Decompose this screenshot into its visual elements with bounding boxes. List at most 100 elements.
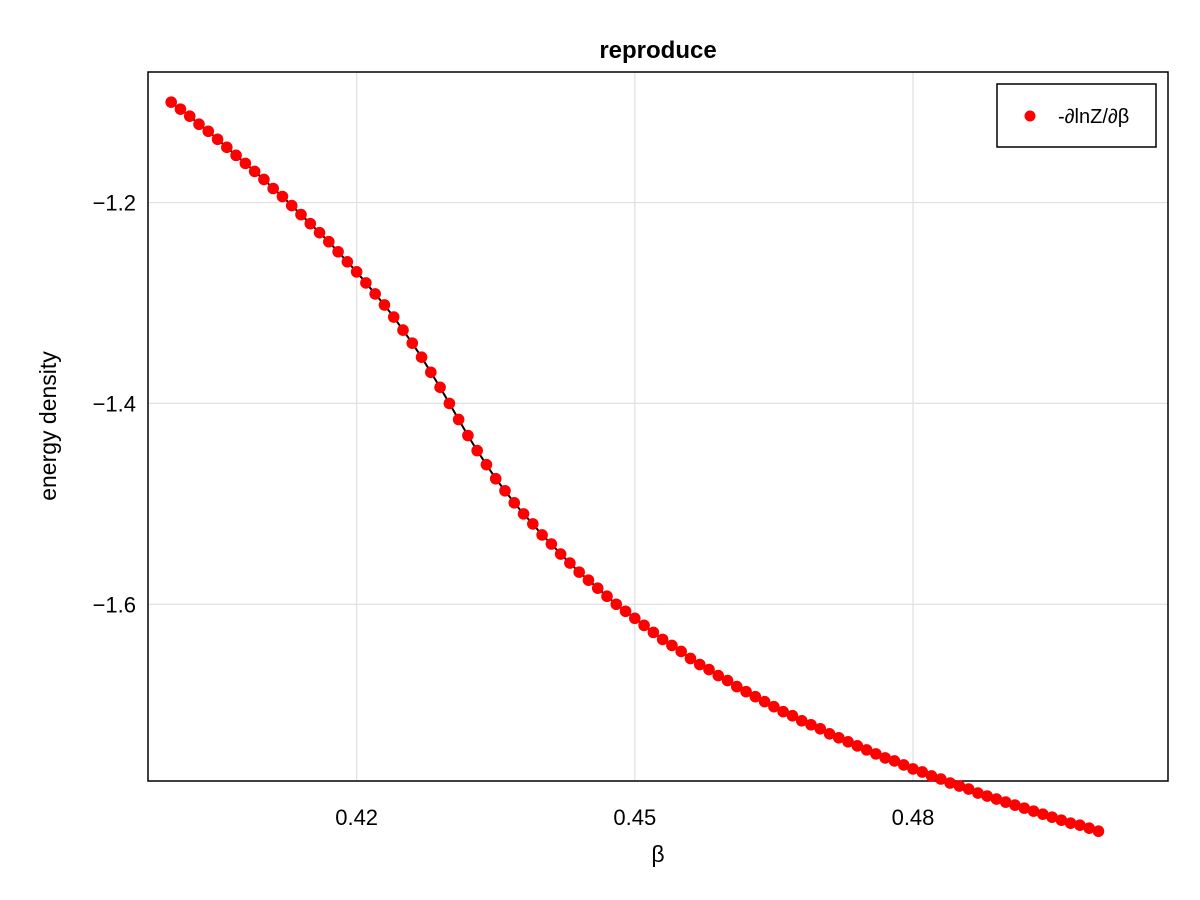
data-point xyxy=(1009,799,1021,811)
y-tick-label: −1.2 xyxy=(93,191,136,216)
data-point xyxy=(972,787,984,799)
data-point xyxy=(1037,808,1049,820)
data-point xyxy=(202,125,215,138)
grid-lines xyxy=(148,72,1168,781)
data-point xyxy=(332,245,344,258)
data-point xyxy=(360,277,372,289)
data-point xyxy=(693,658,706,671)
data-point xyxy=(1027,805,1040,817)
data-point xyxy=(842,736,854,748)
data-point xyxy=(499,484,511,497)
data-point xyxy=(731,680,743,693)
data-point xyxy=(795,714,808,727)
data-point xyxy=(1074,819,1086,831)
data-point xyxy=(610,598,623,611)
data-point xyxy=(406,337,419,349)
data-point xyxy=(897,759,910,771)
data-point xyxy=(935,773,947,785)
series-layer xyxy=(165,96,1105,838)
data-point xyxy=(285,199,298,212)
data-point xyxy=(777,705,789,718)
y-axis-label: energy density xyxy=(35,351,61,501)
data-point xyxy=(1046,811,1058,823)
data-point xyxy=(916,766,929,778)
data-point xyxy=(434,381,446,394)
data-point xyxy=(619,605,632,618)
legend-marker xyxy=(1024,110,1036,122)
data-point xyxy=(851,740,864,752)
x-axis-label: β xyxy=(651,841,664,867)
data-point xyxy=(962,783,975,795)
data-point xyxy=(758,695,771,708)
data-point xyxy=(573,566,585,578)
x-tick-label: 0.42 xyxy=(335,805,378,830)
data-point xyxy=(638,619,650,632)
data-point xyxy=(721,674,734,687)
data-point xyxy=(183,110,196,122)
plot-frame xyxy=(147,71,1169,782)
data-point xyxy=(508,497,521,509)
data-point xyxy=(341,256,354,268)
data-point xyxy=(313,226,326,239)
data-point xyxy=(230,149,242,162)
x-tick-label: 0.48 xyxy=(892,805,935,830)
data-point xyxy=(601,590,613,603)
data-point xyxy=(425,366,437,379)
data-point xyxy=(462,429,474,442)
data-point xyxy=(675,645,687,658)
data-point xyxy=(833,732,845,744)
data-point xyxy=(656,633,669,646)
data-point xyxy=(740,685,752,698)
legend: -∂lnZ/∂β xyxy=(996,83,1157,148)
data-point xyxy=(369,288,381,300)
x-axis-ticks: 0.42 0.45 0.48 xyxy=(335,805,934,830)
data-point xyxy=(814,722,827,735)
data-point xyxy=(879,752,891,764)
data-point xyxy=(1083,822,1095,834)
data-point xyxy=(666,639,678,652)
data-point xyxy=(489,472,502,485)
data-point xyxy=(304,217,317,230)
data-point xyxy=(805,718,817,731)
data-point xyxy=(1092,825,1105,838)
data-point xyxy=(629,612,641,625)
data-point xyxy=(591,582,604,594)
data-point xyxy=(703,663,715,676)
data-point xyxy=(387,311,400,323)
data-point xyxy=(907,763,919,775)
data-point xyxy=(397,324,409,336)
data-point xyxy=(527,518,539,530)
legend-box xyxy=(996,83,1157,148)
data-point xyxy=(211,133,224,146)
y-tick-label: −1.4 xyxy=(93,391,136,416)
data-point xyxy=(768,700,780,713)
data-point xyxy=(545,538,558,550)
data-point xyxy=(953,780,966,792)
data-point xyxy=(823,728,836,740)
data-point xyxy=(554,548,567,560)
data-point xyxy=(1018,802,1031,814)
data-point xyxy=(684,652,697,665)
data-point xyxy=(944,777,956,789)
legend-label: -∂lnZ/∂β xyxy=(1058,106,1129,128)
data-point xyxy=(267,182,279,195)
chart-title: reproduce xyxy=(599,37,716,64)
data-point xyxy=(1064,817,1077,829)
data-point xyxy=(925,770,938,782)
data-point xyxy=(888,755,901,767)
data-point xyxy=(999,796,1012,808)
data-point xyxy=(174,103,187,115)
data-point xyxy=(1055,814,1068,826)
data-point xyxy=(165,96,177,108)
data-point xyxy=(295,208,307,221)
x-tick-label: 0.45 xyxy=(613,805,656,830)
data-point xyxy=(378,299,391,311)
data-point xyxy=(480,458,493,471)
data-point xyxy=(712,669,725,682)
data-point xyxy=(981,790,993,802)
data-point xyxy=(564,557,576,569)
data-point xyxy=(990,793,1003,805)
data-point xyxy=(350,266,363,278)
data-point xyxy=(323,235,335,248)
